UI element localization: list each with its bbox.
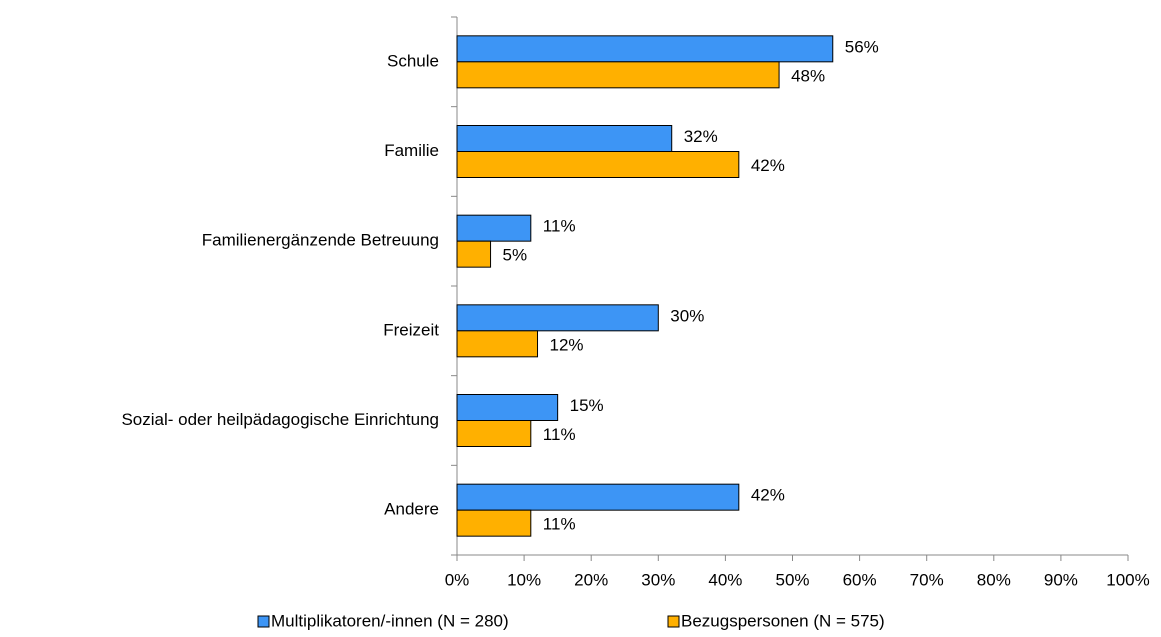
value-label: 42% <box>751 156 785 175</box>
bar <box>456 61 780 89</box>
bar <box>456 240 492 268</box>
value-label: 48% <box>791 66 825 85</box>
bar <box>456 420 532 447</box>
y-tick-label: Andere <box>384 500 439 519</box>
x-tick-label: 50% <box>775 570 809 589</box>
value-label: 11% <box>543 425 576 444</box>
bar <box>456 304 659 332</box>
value-label: 56% <box>845 37 879 56</box>
bar <box>456 483 740 511</box>
value-label: 42% <box>751 486 785 505</box>
y-tick-label: Familie <box>384 141 439 160</box>
x-tick-label: 30% <box>641 570 675 589</box>
x-tick-label: 10% <box>507 570 541 589</box>
y-tick-label: Freizeit <box>383 320 439 339</box>
x-tick-label: 100% <box>1106 570 1149 589</box>
value-label: 12% <box>550 335 584 354</box>
bar <box>456 125 673 152</box>
legend-swatch <box>257 615 270 628</box>
value-label: 5% <box>503 246 528 265</box>
bar <box>456 330 539 358</box>
bar <box>456 214 532 242</box>
value-label: 32% <box>684 127 718 146</box>
x-tick-label: 80% <box>977 570 1011 589</box>
x-tick-label: 0% <box>445 570 470 589</box>
value-label: 30% <box>670 306 704 325</box>
legend-label: Multiplikatoren/-innen (N = 280) <box>271 611 509 630</box>
x-tick-label: 90% <box>1044 570 1078 589</box>
value-label: 11% <box>543 515 576 534</box>
legend-label: Bezugspersonen (N = 575) <box>681 611 885 630</box>
y-tick-label: Familienergänzende Betreuung <box>202 231 439 250</box>
x-tick-label: 40% <box>708 570 742 589</box>
y-tick-label: Sozial- oder heilpädagogische Einrichtun… <box>121 410 439 429</box>
bar <box>456 35 834 63</box>
bar <box>456 394 559 421</box>
y-tick-label: Schule <box>387 51 439 70</box>
bar <box>456 509 532 537</box>
x-tick-label: 20% <box>574 570 608 589</box>
legend-swatch <box>667 615 680 628</box>
bar <box>456 151 740 178</box>
x-tick-label: 70% <box>910 570 944 589</box>
value-label: 15% <box>570 396 604 415</box>
x-tick-label: 60% <box>843 570 877 589</box>
value-label: 11% <box>543 217 576 236</box>
